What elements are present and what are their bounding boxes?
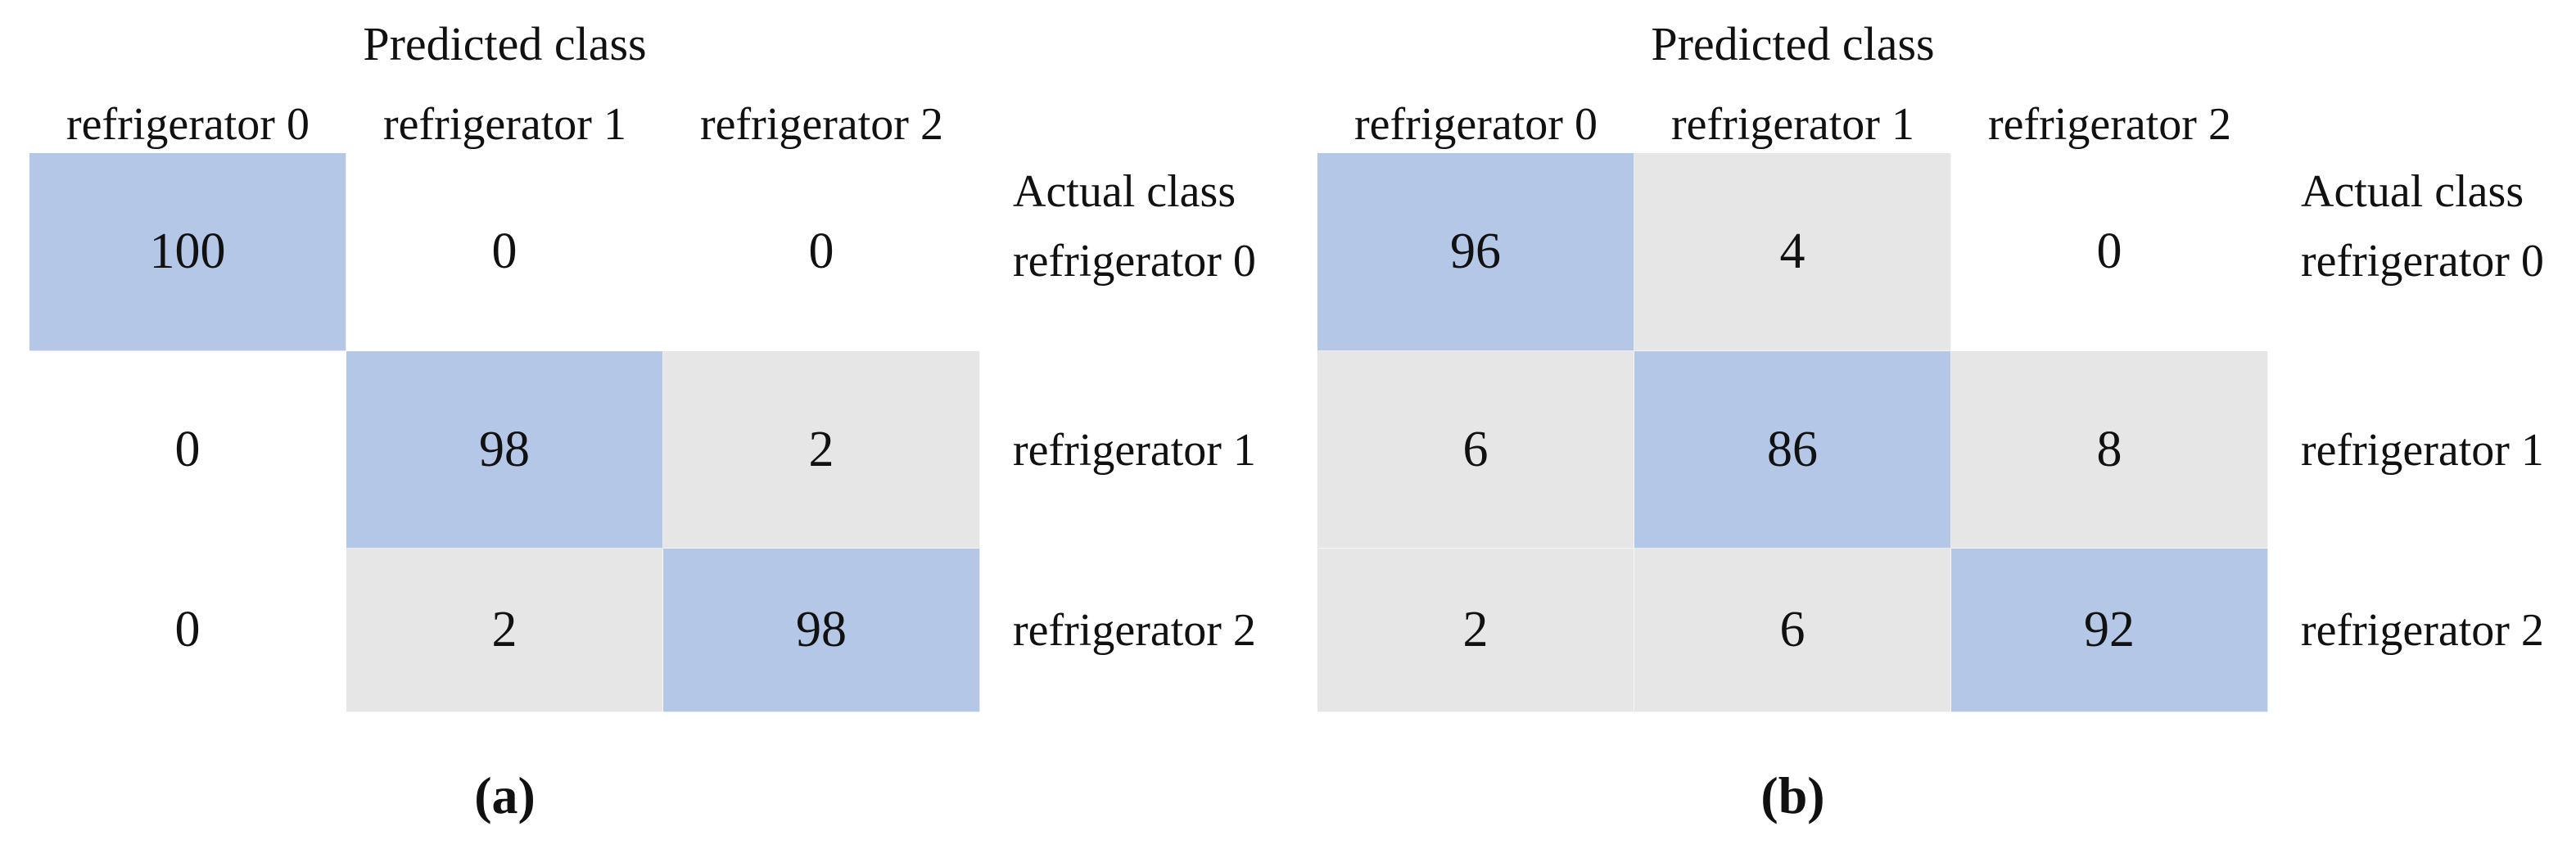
row-label: refrigerator 1	[1013, 425, 1256, 476]
column-header: refrigerator 1	[1671, 99, 1914, 150]
column-header: refrigerator 0	[66, 99, 310, 150]
panel-caption: (b)	[1760, 766, 1825, 824]
matrix-cell: 4	[1634, 153, 1951, 351]
column-header: refrigerator 0	[1354, 99, 1598, 150]
matrix-cell: 2	[346, 549, 663, 712]
matrix-cell: 2	[1317, 549, 1634, 712]
matrix-cell: 92	[1951, 549, 2268, 712]
matrix-cell: 100	[29, 153, 346, 351]
predicted-class-title: Predicted class	[1651, 17, 1935, 70]
confusion-grid: 96 4 0 6 86 8 2 6 92	[1317, 153, 2268, 712]
predicted-class-title: Predicted class	[363, 17, 647, 70]
column-header: refrigerator 2	[700, 99, 943, 150]
matrix-cell: 0	[663, 153, 980, 351]
panel-b: Predicted class refrigerator 0 refrigera…	[1288, 0, 2576, 849]
matrix-cell: 0	[346, 153, 663, 351]
matrix-cell: 0	[29, 351, 346, 549]
matrix-cell: 96	[1317, 153, 1634, 351]
matrix-cell: 98	[346, 351, 663, 549]
matrix-cell: 98	[663, 549, 980, 712]
matrix-cell: 86	[1634, 351, 1951, 549]
row-label: refrigerator 1	[2301, 425, 2544, 476]
column-header: refrigerator 1	[383, 99, 626, 150]
matrix-cell: 8	[1951, 351, 2268, 549]
row-label: refrigerator 0	[2301, 236, 2544, 287]
matrix-cell: 0	[1951, 153, 2268, 351]
matrix-cell: 6	[1317, 351, 1634, 549]
column-header: refrigerator 2	[1988, 99, 2231, 150]
matrix-cell: 0	[29, 549, 346, 712]
confusion-grid: 100 0 0 0 98 2 0 2 98	[29, 153, 980, 712]
matrix-cell: 6	[1634, 549, 1951, 712]
panel-a: Predicted class refrigerator 0 refrigera…	[29, 17, 1256, 824]
matrix-cell: 2	[663, 351, 980, 549]
panel-caption: (a)	[474, 766, 536, 824]
actual-class-title: Actual class	[2301, 166, 2524, 217]
actual-class-title: Actual class	[1013, 166, 1236, 217]
row-label: refrigerator 2	[2301, 605, 2544, 656]
row-label: refrigerator 2	[1013, 605, 1256, 656]
row-label: refrigerator 0	[1013, 236, 1256, 287]
